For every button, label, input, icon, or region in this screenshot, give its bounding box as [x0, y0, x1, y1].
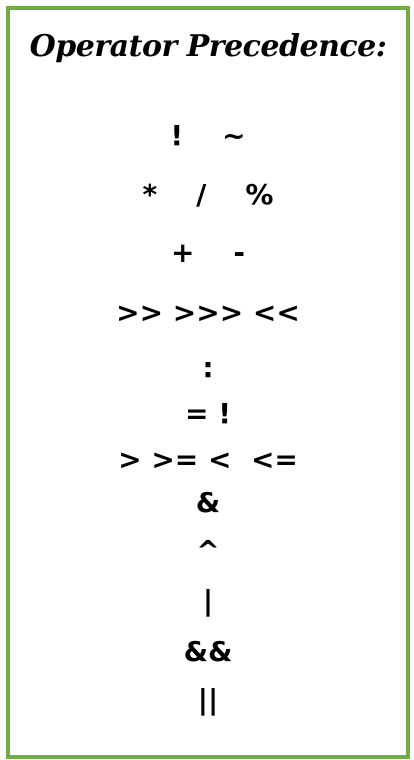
precedence-row-unary: ! ~	[170, 119, 246, 152]
page-title: Operator Precedence:	[29, 29, 387, 64]
precedence-row-bitwise-xor: ^	[196, 534, 220, 567]
precedence-row-logical-or: ||	[197, 683, 219, 716]
precedence-row-additive: + -	[170, 236, 246, 269]
precedence-row-equality: = !	[185, 397, 231, 430]
precedence-row-bitwise-or: |	[202, 584, 214, 617]
precedence-row-colon: :	[202, 351, 214, 384]
precedence-card: Operator Precedence: ! ~ * / % + - >> >>…	[6, 6, 410, 759]
precedence-row-bitwise-and: &	[195, 486, 221, 519]
precedence-row-logical-and: &&	[183, 635, 233, 668]
precedence-row-relational: > >= < <=	[118, 443, 298, 476]
precedence-row-multiplicative: * / %	[142, 178, 274, 211]
precedence-row-shift: >> >>> <<	[116, 296, 300, 329]
